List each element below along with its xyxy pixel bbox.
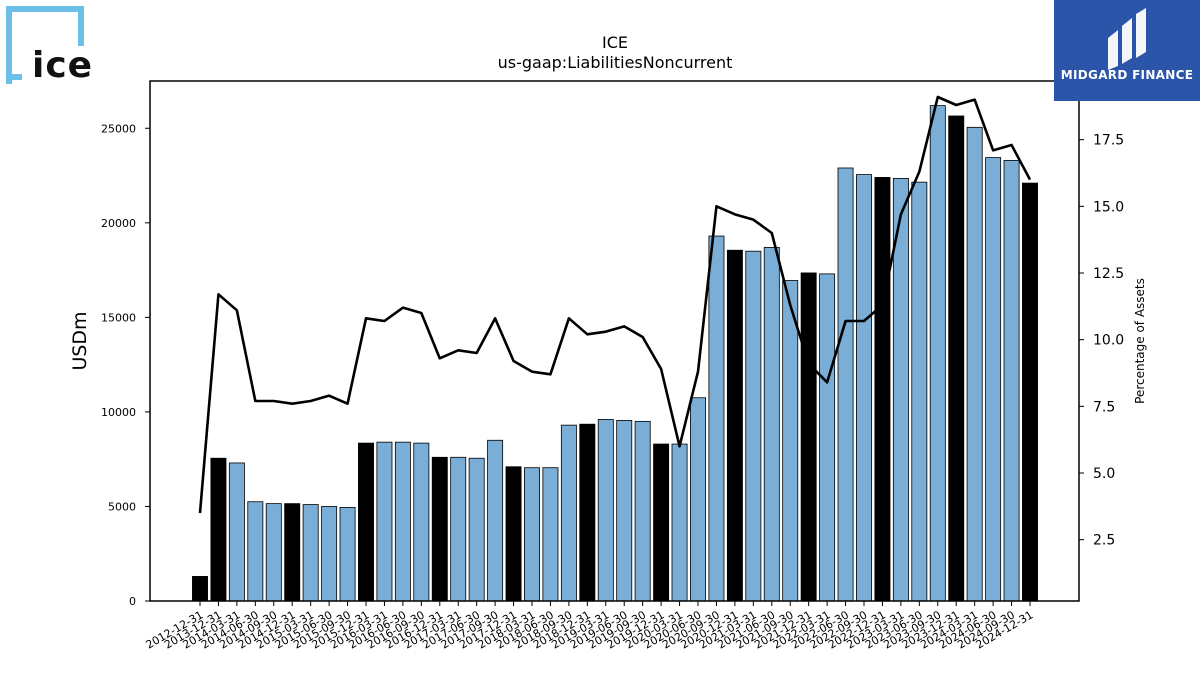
ice-logo: ice xyxy=(0,0,100,100)
bar-2015-09-30 xyxy=(339,506,356,602)
bar-2024-06-30 xyxy=(985,157,1002,602)
chart-subtitle: us-gaap:LiabilitiesNoncurrent xyxy=(498,53,733,72)
y2-tick-label: 12.5 xyxy=(1093,266,1124,282)
y2-tick-label: 10.0 xyxy=(1093,333,1124,349)
percentage-line xyxy=(198,95,1032,514)
y-axis-label: USDm xyxy=(69,311,91,370)
bar-2021-12-31 xyxy=(800,272,817,602)
bar-2018-09-30 xyxy=(560,424,577,602)
bar-2020-09-30 xyxy=(708,235,725,602)
bar-2016-03-31 xyxy=(376,441,393,602)
brand-name: MIDGARD FINANCE xyxy=(1060,68,1194,82)
y2-tick-label: 2.5 xyxy=(1093,533,1115,549)
bar-2019-03-31 xyxy=(597,419,614,602)
bar-2015-12-31 xyxy=(358,442,374,602)
left-axis: 0 5000 10000 15000 20000 25000 xyxy=(101,122,150,608)
bar-2022-12-31 xyxy=(874,177,891,602)
bar-2024-03-31 xyxy=(966,126,983,602)
bar-series xyxy=(192,105,1038,602)
bar-2017-09-30 xyxy=(487,439,504,602)
bar-2022-09-30 xyxy=(856,174,872,602)
logo-frame-foot xyxy=(6,74,22,80)
logo-frame-icon xyxy=(6,6,84,84)
midgard-finance-badge: MIDGARD FINANCE xyxy=(1054,0,1200,101)
y2-tick-label: 15.0 xyxy=(1093,199,1124,215)
bar-2017-12-31 xyxy=(505,466,522,602)
bar-2019-06-30 xyxy=(616,420,633,602)
bar-2014-03-31 xyxy=(228,462,245,602)
bar-2019-09-30 xyxy=(634,420,651,602)
y-tick-label: 25000 xyxy=(101,122,136,135)
bar-2021-09-30 xyxy=(782,280,799,602)
bar-2023-12-31 xyxy=(948,115,965,602)
bar-2012-12-31 xyxy=(192,576,208,602)
logo-wordmark: ice xyxy=(32,45,94,86)
y2-tick-label: 7.5 xyxy=(1093,399,1115,415)
bar-2019-12-31 xyxy=(653,443,670,602)
bar-2020-06-30 xyxy=(690,397,706,602)
bar-2022-03-31 xyxy=(819,273,836,602)
y2-axis-label: Percentage of Assets xyxy=(1133,278,1147,404)
y2-tick-label: 17.5 xyxy=(1093,133,1124,149)
line-series xyxy=(198,95,1032,514)
bar-2017-03-31 xyxy=(450,456,467,602)
bar-2014-12-31 xyxy=(284,503,301,602)
bar-2023-06-30 xyxy=(911,181,928,602)
bar-2020-03-31 xyxy=(671,443,688,602)
bar-2015-03-31 xyxy=(302,504,319,602)
bar-2015-06-30 xyxy=(321,506,338,602)
bar-2021-06-30 xyxy=(763,246,780,602)
x-axis: 2012-12-312013-12-312014-03-312014-06-30… xyxy=(144,601,1036,652)
chart-title: ICE xyxy=(602,33,628,52)
bar-2014-06-30 xyxy=(247,501,264,602)
bar-2016-12-31 xyxy=(431,456,448,602)
plot-frame xyxy=(149,80,1080,602)
bar-2020-12-31 xyxy=(726,249,743,602)
y-tick-label: 20000 xyxy=(101,217,136,230)
bar-2024-12-31 xyxy=(1022,182,1038,602)
bar-2013-12-31 xyxy=(210,457,227,602)
bar-2018-06-30 xyxy=(542,467,559,602)
bar-2018-12-31 xyxy=(579,423,596,602)
y-tick-label: 0 xyxy=(129,595,136,608)
y-tick-label: 10000 xyxy=(101,406,136,419)
bar-2022-06-30 xyxy=(837,167,854,602)
bar-2017-06-30 xyxy=(468,457,485,602)
y-tick-label: 15000 xyxy=(101,311,136,324)
bar-2016-09-30 xyxy=(413,442,430,602)
bar-2018-03-31 xyxy=(524,467,540,602)
bar-2024-09-30 xyxy=(1003,160,1020,602)
right-axis: 2.5 5.0 7.5 10.0 12.5 15.0 17.5 xyxy=(1079,133,1124,549)
midgard-logo-icon xyxy=(1108,8,1146,70)
bar-2014-09-30 xyxy=(265,503,282,602)
bar-2021-03-31 xyxy=(745,250,762,602)
bar-2016-06-30 xyxy=(394,441,411,602)
y-tick-label: 5000 xyxy=(108,500,136,513)
logo-frame-side xyxy=(78,6,84,46)
bar-2023-09-30 xyxy=(929,105,946,602)
y2-tick-label: 5.0 xyxy=(1093,466,1115,482)
